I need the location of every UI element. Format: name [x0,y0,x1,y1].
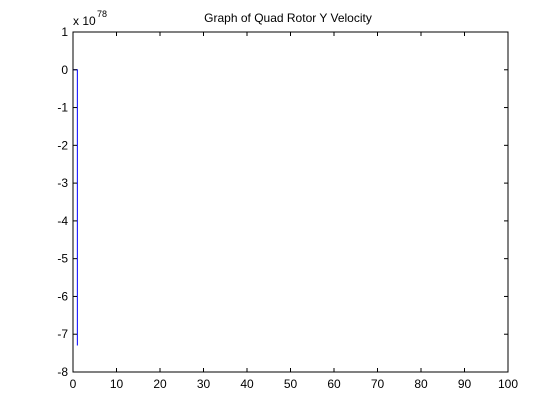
x-tick-label: 70 [371,377,385,391]
x-tick-label: 90 [458,377,472,391]
plot-area [72,31,509,373]
y-tick-label: -3 [57,176,68,190]
y-exponent-base: x 10 [73,14,96,28]
x-tick-label: 30 [197,377,211,391]
x-tick-label: 20 [153,377,167,391]
x-tick-label: 0 [70,377,77,391]
x-tick-label: 80 [414,377,428,391]
y-tick-label: -5 [57,252,68,266]
y-tick-label: -6 [57,289,68,303]
y-tick-label: -7 [57,327,68,341]
chart-title: Graph of Quad Rotor Y Velocity [204,11,372,25]
y-tick-label: -2 [57,138,68,152]
x-tick-label: 40 [240,377,254,391]
x-tick-label: 50 [284,377,298,391]
y-tick-label: -4 [57,214,68,228]
y-tick-label: 1 [61,25,68,39]
x-tick-label: 100 [498,377,518,391]
y-exponent-label: x 10 78 [73,9,107,28]
x-tick-label: 60 [327,377,341,391]
y-exponent-power: 78 [97,9,107,19]
y-tick-label: 0 [61,63,68,77]
y-tick-label: -8 [57,365,68,379]
x-tick-label: 10 [110,377,124,391]
y-tick-label: -1 [57,101,68,115]
